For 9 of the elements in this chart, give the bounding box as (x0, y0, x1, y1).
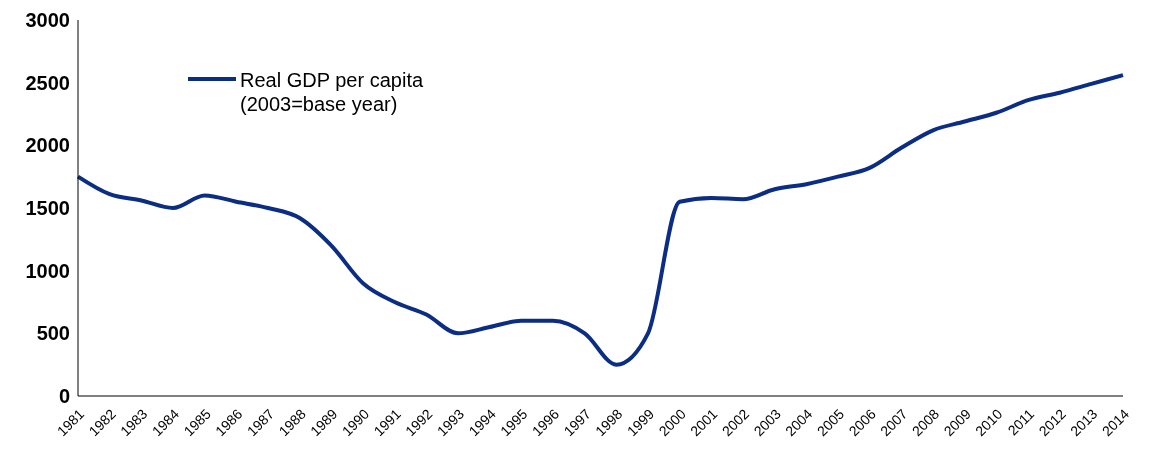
y-tick-label: 2000 (25, 134, 70, 157)
y-tick-label: 3000 (25, 9, 70, 32)
y-tick-label: 1000 (25, 259, 70, 282)
line-series (76, 73, 1125, 367)
y-tick-label: 2500 (25, 71, 70, 94)
y-tick-label: 500 (36, 322, 70, 345)
y-tick-label: 0 (58, 385, 70, 408)
legend-label: Real GDP per capita (2003=base year) (240, 68, 425, 116)
y-tick-label: 1500 (25, 197, 70, 220)
